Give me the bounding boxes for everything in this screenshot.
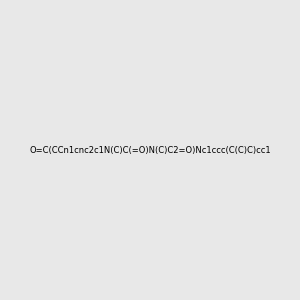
Text: O=C(CCn1cnc2c1N(C)C(=O)N(C)C2=O)Nc1ccc(C(C)C)cc1: O=C(CCn1cnc2c1N(C)C(=O)N(C)C2=O)Nc1ccc(C… — [29, 146, 271, 154]
